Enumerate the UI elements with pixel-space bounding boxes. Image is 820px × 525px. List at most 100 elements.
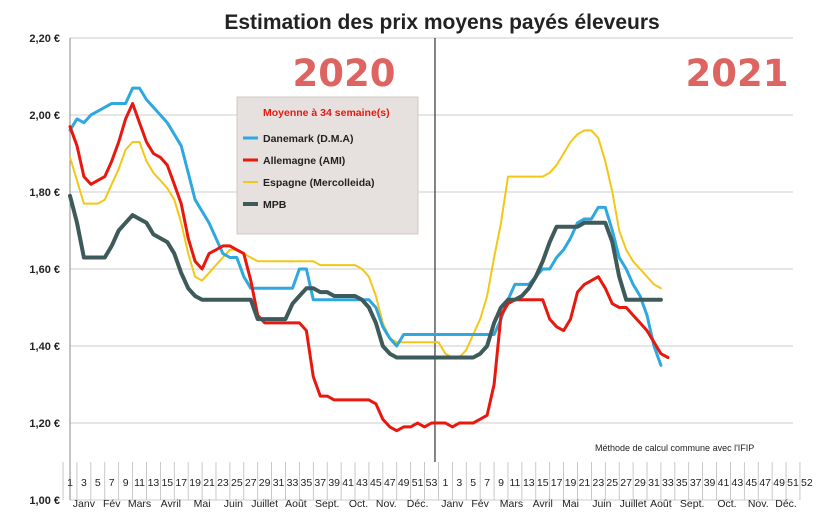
y-tick-label: 1,20 € [29, 418, 60, 430]
x-week-label: 1 [442, 477, 448, 489]
x-month-label: Mars [128, 498, 151, 510]
x-month-label: Déc. [775, 498, 797, 510]
x-week-label: 35 [676, 477, 688, 489]
y-tick-label: 2,20 € [29, 33, 60, 45]
y-axis-ticks: 1,00 € 1,20 € 1,40 € 1,60 € 1,80 € 2,00 € 2,20… [29, 33, 60, 507]
y-tick-label: 1,80 € [29, 187, 60, 199]
series-lines [68, 86, 670, 433]
x-month-label: Sept. [680, 498, 705, 510]
x-week-label: 15 [161, 477, 173, 489]
x-week-label: 19 [189, 477, 201, 489]
x-month-label: Nov. [376, 498, 397, 510]
x-month-label: Fév [471, 498, 489, 510]
x-week-label: 39 [704, 477, 716, 489]
year-label-2020: 2020 [293, 52, 396, 95]
x-week-label: 15 [537, 477, 549, 489]
x-week-label: 52 [801, 477, 813, 489]
x-axis-ticks: 1 3 5 7 9 11 13 15 17 19 21 23 25 27 29 31 33 35 37 39 41 43 4… [62, 462, 813, 510]
x-month-label: Sept. [315, 498, 340, 510]
x-month-label: Avril [161, 498, 181, 510]
x-week-label: 23 [593, 477, 605, 489]
series-line-2 [69, 129, 662, 359]
x-month-label: Août [285, 498, 307, 510]
footnote: Méthode de calcul commune avec l'IFIP [595, 443, 754, 453]
x-month-label: Fév [103, 498, 121, 510]
x-week-label: 45 [745, 477, 757, 489]
x-month-label: Avril [533, 498, 553, 510]
x-month-label: Mai [562, 498, 579, 510]
series-line-0 [68, 86, 663, 367]
legend-box [236, 96, 419, 235]
x-month-label: Nov. [748, 498, 769, 510]
legend-title: Moyenne à 34 semaine(s) [263, 107, 390, 119]
x-month-label: Janv [441, 498, 464, 510]
x-week-label: 27 [245, 477, 257, 489]
x-week-label: 45 [370, 477, 382, 489]
x-week-label: 37 [690, 477, 702, 489]
x-week-label: 25 [606, 477, 618, 489]
x-week-label: 11 [509, 477, 520, 489]
x-month-label: Mai [194, 498, 211, 510]
x-week-label: 5 [470, 477, 476, 489]
x-month-label: Oct. [349, 498, 368, 510]
x-month-label: Juin [224, 498, 243, 510]
x-week-label: 9 [498, 477, 504, 489]
x-week-label: 41 [342, 477, 354, 489]
x-week-label: 31 [648, 477, 660, 489]
x-week-label: 49 [398, 477, 410, 489]
x-week-label: 53 [426, 477, 438, 489]
x-week-label: 9 [123, 477, 129, 489]
x-week-label: 11 [134, 477, 145, 489]
x-week-label: 47 [384, 477, 396, 489]
x-month-label: Juin [592, 498, 611, 510]
x-week-label: 23 [217, 477, 229, 489]
x-week-label: 33 [287, 477, 299, 489]
x-week-label: 13 [148, 477, 160, 489]
x-week-label: 29 [259, 477, 271, 489]
x-month-label: Janv [73, 498, 96, 510]
x-week-label: 21 [203, 477, 215, 489]
x-week-label: 17 [175, 477, 187, 489]
x-week-label: 3 [81, 477, 87, 489]
x-week-label: 3 [456, 477, 462, 489]
legend-label: Allemagne (AMI) [263, 155, 345, 167]
x-week-label: 27 [620, 477, 632, 489]
x-month-label: Mars [500, 498, 523, 510]
x-week-label: 37 [314, 477, 326, 489]
x-week-label: 33 [662, 477, 674, 489]
x-month-label: Août [650, 498, 672, 510]
chart-title: Estimation des prix moyens payés éleveur… [224, 11, 659, 34]
x-week-label: 43 [732, 477, 744, 489]
x-week-label: 51 [787, 477, 799, 489]
legend-label: MPB [263, 199, 287, 211]
y-tick-label: 1,00 € [29, 495, 60, 507]
x-week-label: 21 [579, 477, 591, 489]
legend-items: Danemark (D.M.A) Allemagne (AMI) Espagne (… [243, 133, 374, 211]
x-week-label: 25 [231, 477, 243, 489]
y-tick-label: 1,60 € [29, 264, 60, 276]
y-tick-label: 2,00 € [29, 110, 60, 122]
x-month-label: Déc. [407, 498, 429, 510]
series-line-3 [68, 193, 663, 360]
x-month-label: Juillet [251, 498, 278, 510]
x-week-label: 43 [356, 477, 368, 489]
y-tick-label: 1,40 € [29, 341, 60, 353]
x-week-label: 39 [328, 477, 340, 489]
x-week-label: 19 [565, 477, 577, 489]
year-label-2021: 2021 [686, 52, 789, 95]
x-month-label: Juillet [620, 498, 647, 510]
x-month-label: Oct. [717, 498, 736, 510]
legend-label: Espagne (Mercolleida) [263, 177, 374, 189]
legend: Moyenne à 34 semaine(s) Danemark (D.M.A)… [236, 96, 419, 235]
x-week-label: 47 [759, 477, 771, 489]
x-week-label: 29 [634, 477, 646, 489]
x-week-label: 13 [523, 477, 535, 489]
x-week-label: 5 [95, 477, 101, 489]
x-week-label: 51 [412, 477, 424, 489]
x-week-label: 35 [301, 477, 313, 489]
x-week-label: 17 [551, 477, 563, 489]
x-week-label: 7 [484, 477, 490, 489]
x-week-label: 49 [773, 477, 785, 489]
x-week-label: 31 [273, 477, 285, 489]
